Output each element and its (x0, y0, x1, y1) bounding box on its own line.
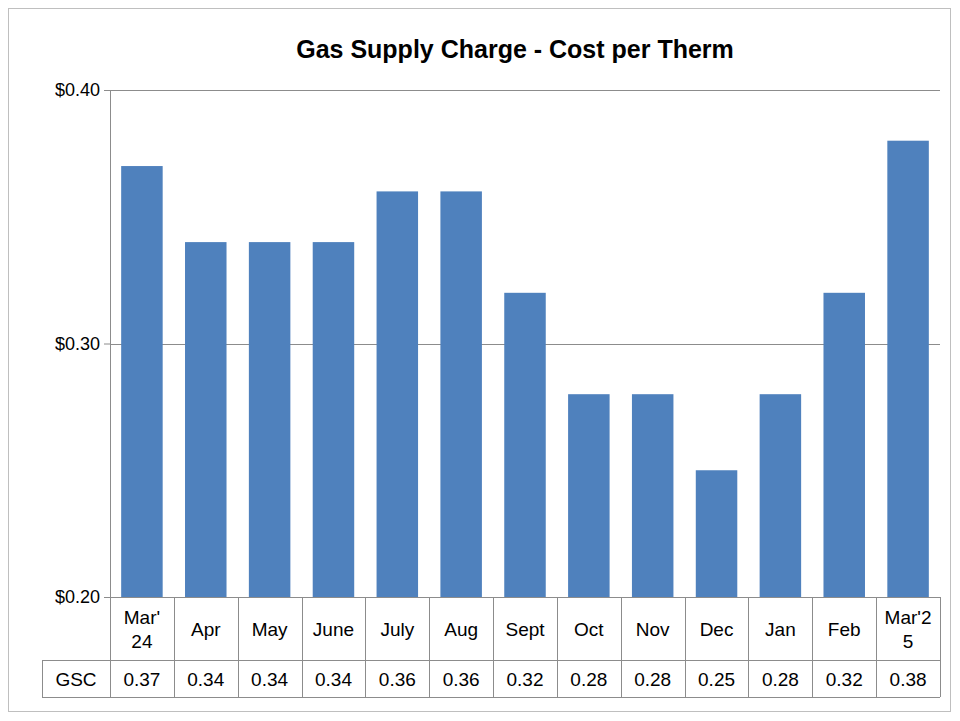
chart: Gas Supply Charge - Cost per Therm$0.20$… (0, 0, 960, 721)
table-line (110, 597, 111, 697)
table-line (429, 597, 430, 697)
grid-line (110, 597, 940, 598)
table-line (940, 597, 941, 697)
y-tick-label: $0.30 (55, 334, 100, 354)
x-tick-label: Sept (505, 619, 545, 640)
y-tick: $0.20 (55, 587, 110, 607)
data-label: 0.36 (443, 669, 480, 690)
table-line (876, 597, 877, 697)
data-label: 0.28 (762, 669, 799, 690)
grid-line (110, 90, 940, 91)
table-line (685, 597, 686, 697)
data-label: 0.34 (187, 669, 224, 690)
data-label: 0.32 (826, 669, 863, 690)
y-tick-label: $0.40 (55, 80, 100, 100)
data-table: Mar'24 Apr May June July Aug Sept Oct Nov Dec Jan F… (42, 597, 941, 698)
bar (121, 166, 163, 597)
title: Gas Supply Charge - Cost per Therm (296, 35, 734, 63)
x-tick-label: July (380, 619, 414, 640)
x-tick-label: Apr (191, 619, 221, 640)
data-label: 0.37 (123, 669, 160, 690)
y-tick: $0.40 (55, 80, 110, 100)
table-line (42, 697, 940, 698)
y-tick-mark (104, 90, 110, 91)
bar (760, 394, 802, 597)
table-line (302, 597, 303, 697)
x-tick-label: Jan (765, 619, 796, 640)
data-label: 0.25 (698, 669, 735, 690)
table-line (238, 597, 239, 697)
data-label: 0.34 (251, 669, 288, 690)
bar (632, 394, 674, 597)
table-row-header: GSC (55, 669, 96, 690)
data-label: 0.38 (890, 669, 927, 690)
x-axis-line (110, 597, 940, 598)
bars (121, 141, 929, 597)
y-axis-line (110, 91, 111, 598)
x-tick-label: Oct (574, 619, 604, 640)
bar (185, 242, 227, 597)
table-line (493, 597, 494, 697)
table-line (42, 660, 940, 661)
table-line (365, 597, 366, 697)
table-line (174, 597, 175, 697)
table-line (621, 597, 622, 697)
bar (440, 191, 482, 597)
data-label: 0.28 (634, 669, 671, 690)
grid (110, 91, 940, 598)
bar (377, 191, 419, 597)
y-tick-mark (104, 344, 110, 345)
x-tick-label: Feb (828, 619, 861, 640)
table-line (812, 597, 813, 697)
data-label: 0.32 (507, 669, 544, 690)
table-line (748, 597, 749, 697)
bar (249, 242, 291, 597)
y-tick: $0.30 (55, 334, 110, 354)
bar (313, 242, 355, 597)
x-tick-label: Aug (444, 619, 478, 640)
x-tick-label: Nov (636, 619, 670, 640)
x-tick-label: Dec (700, 619, 734, 640)
table-line (42, 660, 43, 697)
bar (887, 141, 929, 597)
data-label: 0.36 (379, 669, 416, 690)
data-label: 0.34 (315, 669, 352, 690)
data-label: 0.28 (570, 669, 607, 690)
bar (504, 293, 546, 597)
bar (568, 394, 610, 597)
x-tick-label: May (252, 619, 288, 640)
y-tick-label: $0.20 (55, 587, 100, 607)
y-axis: $0.20 $0.30 $0.40 (55, 80, 111, 607)
chart-border (9, 9, 951, 712)
x-tick-label: Mar'25 (885, 607, 932, 652)
bar (696, 470, 738, 597)
table-line (557, 597, 558, 697)
y-tick-mark (104, 597, 110, 598)
bar (823, 293, 865, 597)
x-tick-label: June (313, 619, 354, 640)
x-tick-label: Mar'24 (124, 607, 160, 652)
